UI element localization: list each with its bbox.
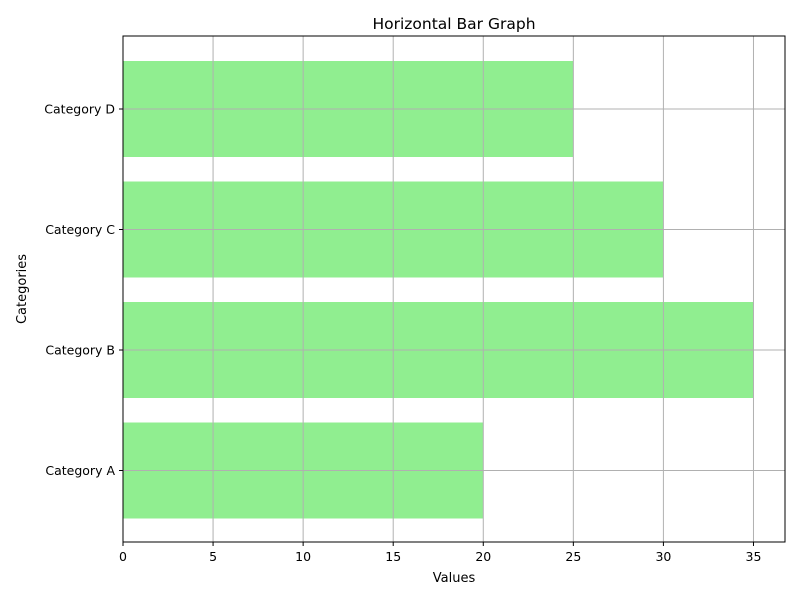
x-tick-label: 5 — [209, 549, 217, 564]
chart-title: Horizontal Bar Graph — [372, 15, 535, 33]
x-tick-label: 25 — [565, 549, 581, 564]
x-tick-label: 15 — [385, 549, 401, 564]
y-axis-title: Categories — [15, 254, 30, 324]
plot-area-frame — [122, 35, 786, 543]
y-axis-ticks: Category A Category B Category C Category D — [44, 102, 123, 478]
x-tick-label: 35 — [746, 549, 762, 564]
x-axis-title: Values — [433, 571, 476, 586]
y-tick-label: Category B — [45, 343, 115, 358]
x-axis-ticks: 0 5 10 15 20 25 30 35 — [119, 542, 761, 564]
y-tick-label: Category C — [45, 222, 115, 237]
x-tick-label: 20 — [475, 549, 491, 564]
x-tick-label: 30 — [655, 549, 671, 564]
x-tick-label: 10 — [295, 549, 311, 564]
x-tick-label: 0 — [119, 549, 127, 564]
y-tick-label: Category A — [45, 463, 115, 478]
y-tick-label: Category D — [44, 102, 115, 117]
grid-lines — [122, 36, 785, 542]
